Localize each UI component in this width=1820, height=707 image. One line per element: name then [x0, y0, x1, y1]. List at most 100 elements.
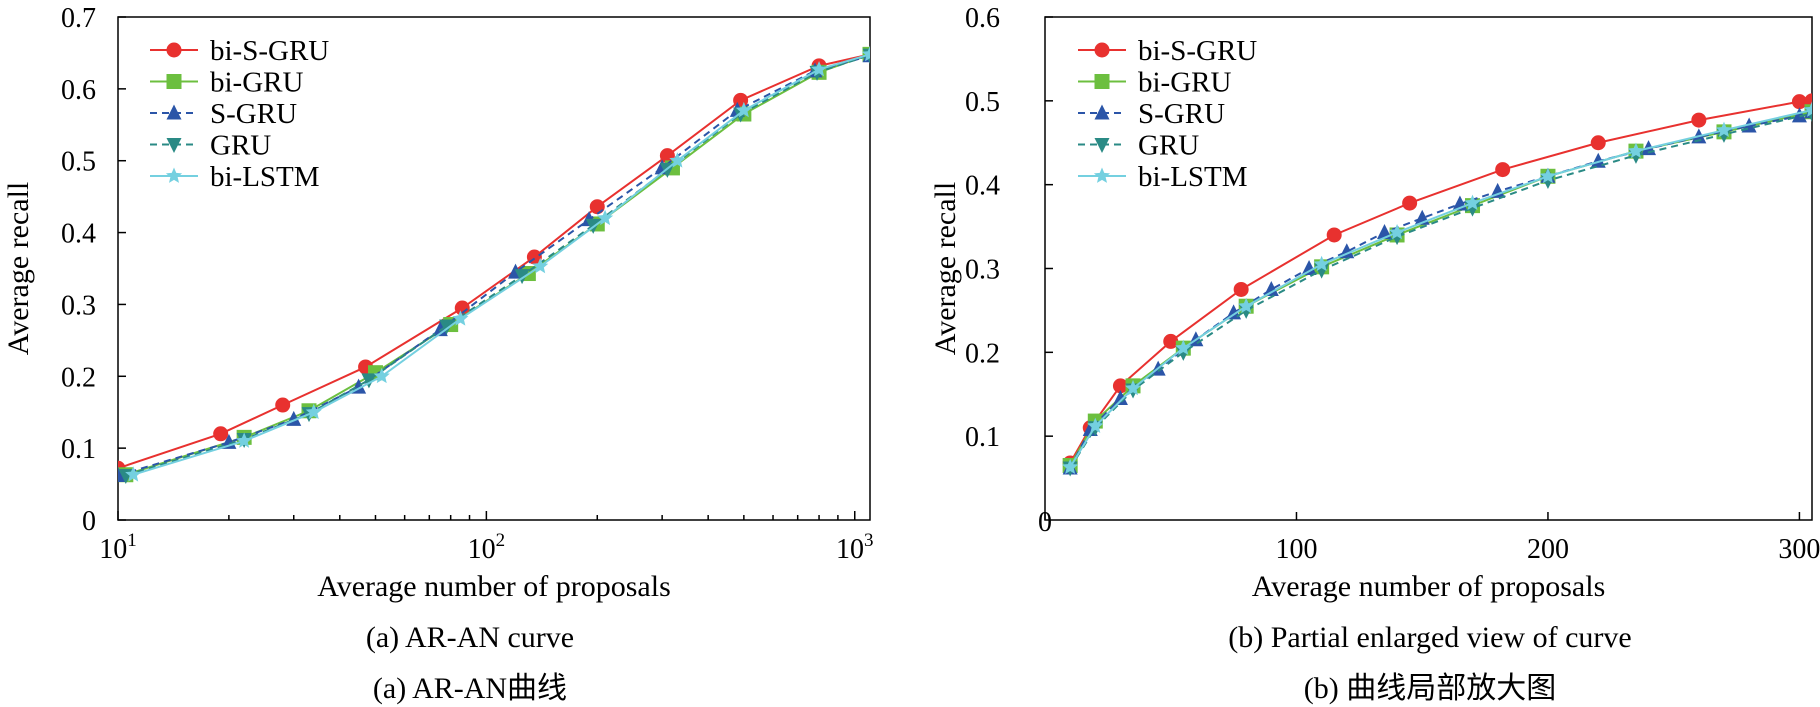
data-point — [452, 310, 469, 326]
x-tick-label: 200 — [1527, 534, 1569, 565]
data-point — [1590, 135, 1606, 151]
data-point — [1388, 223, 1406, 240]
data-point — [305, 403, 322, 420]
series-line — [1069, 112, 1812, 469]
data-point — [1062, 458, 1079, 475]
data-point — [1402, 195, 1418, 211]
caption-a-cn: (a) AR-AN曲线 — [372, 672, 568, 705]
caption-b-cn: (b) 曲线局部放大图 — [1303, 672, 1557, 705]
data-point — [1301, 260, 1317, 275]
data-point — [1175, 345, 1191, 361]
legend-label: bi-GRU — [1138, 67, 1232, 99]
legend-label: bi-S-GRU — [1138, 35, 1257, 67]
caption-b-en: (b) Partial enlarged view of curve — [1228, 621, 1632, 654]
y-tick-label: 0.3 — [965, 255, 1000, 286]
data-point — [1238, 297, 1255, 314]
y-tick-label: 0.1 — [61, 434, 96, 465]
y-tick-label: 0.5 — [61, 147, 96, 178]
legend-marker — [166, 138, 182, 153]
data-point — [1791, 94, 1807, 110]
data-point — [669, 152, 686, 168]
plot-frame — [117, 16, 871, 521]
y-tick-label: 0.4 — [965, 171, 1000, 202]
series-bi-lstm — [1062, 101, 1812, 475]
legend-label: bi-S-GRU — [210, 35, 329, 67]
x-tick-label: 300 — [1778, 534, 1820, 565]
data-point — [432, 321, 448, 337]
data-point — [125, 466, 142, 482]
legend-label: bi-LSTM — [1138, 161, 1248, 193]
y-tick-label: 0.4 — [61, 219, 96, 250]
legend-marker — [166, 104, 182, 120]
data-point — [236, 432, 253, 448]
y-tick-label: 0.3 — [61, 290, 96, 321]
data-point — [1313, 255, 1330, 272]
data-point — [810, 60, 828, 77]
y-tick-label: 0.1 — [965, 422, 1000, 453]
series-line — [1069, 99, 1812, 464]
data-point — [1263, 280, 1279, 296]
data-point — [373, 367, 390, 384]
legend-label: GRU — [210, 130, 271, 162]
data-point — [1326, 227, 1342, 243]
chart-b: 0.1 0.2 0.3 0.4 0.5 0.6 0 100 200 300 Average numb… — [929, 3, 1820, 603]
data-point — [735, 101, 752, 118]
y-tick-label: 0.6 — [61, 75, 96, 106]
data-point — [532, 257, 549, 274]
data-point — [1539, 167, 1557, 184]
data-point — [1627, 142, 1645, 159]
data-point — [1175, 339, 1192, 356]
data-point — [1087, 417, 1104, 433]
x-tick-label: 103 — [836, 530, 874, 565]
data-point — [1464, 194, 1481, 210]
legend-label: S-GRU — [210, 98, 297, 130]
legend-marker — [165, 167, 183, 183]
x-tick-label: 0 — [1038, 507, 1052, 538]
legend-marker — [1094, 42, 1110, 58]
y-tick-label: 0.6 — [965, 3, 1000, 34]
legend-label: S-GRU — [1138, 98, 1225, 130]
legend-marker — [1094, 104, 1110, 120]
data-point — [1691, 112, 1707, 128]
data-point — [589, 199, 605, 215]
legend-label: bi-GRU — [210, 67, 304, 99]
legend-marker — [1094, 74, 1110, 89]
y-axis-label: Average recall — [929, 182, 962, 355]
data-point — [861, 45, 870, 62]
data-point — [1791, 107, 1807, 123]
data-point — [514, 269, 530, 285]
data-point — [1112, 389, 1128, 405]
data-point — [1163, 333, 1179, 349]
legend-label: GRU — [1138, 130, 1199, 162]
legend-marker — [166, 74, 182, 89]
legend-marker — [1094, 138, 1110, 153]
y-tick-label: 0.5 — [965, 87, 1000, 118]
caption-a-en: (a) AR-AN curve — [365, 621, 575, 654]
series-bi-lstm — [125, 45, 870, 482]
legend-label: bi-LSTM — [210, 161, 320, 193]
series-line — [118, 54, 870, 477]
y-tick-label: 0.2 — [965, 338, 1000, 369]
legend-marker — [166, 42, 182, 58]
x-tick-label: 100 — [1275, 534, 1317, 565]
y-axis-label: Average recall — [2, 182, 35, 355]
series-line — [1069, 109, 1812, 468]
data-point — [454, 300, 470, 316]
x-axis-label: Average number of proposals — [317, 570, 671, 603]
data-point — [275, 397, 291, 413]
data-point — [213, 426, 229, 442]
y-tick-label: 0.2 — [61, 362, 96, 393]
x-tick-label: 101 — [99, 530, 137, 565]
data-point — [1124, 379, 1142, 396]
data-point — [361, 373, 377, 389]
y-tick-label: 0.7 — [61, 3, 96, 34]
chart-a: 0 0.1 0.2 0.3 0.4 0.5 0.6 0.7 101 102 103 Average n… — [2, 3, 874, 603]
data-point — [439, 319, 455, 335]
x-axis-label: Average number of proposals — [1252, 570, 1606, 603]
y-tick-label: 0 — [82, 506, 96, 537]
data-point — [1233, 281, 1249, 297]
data-point — [1495, 162, 1511, 178]
